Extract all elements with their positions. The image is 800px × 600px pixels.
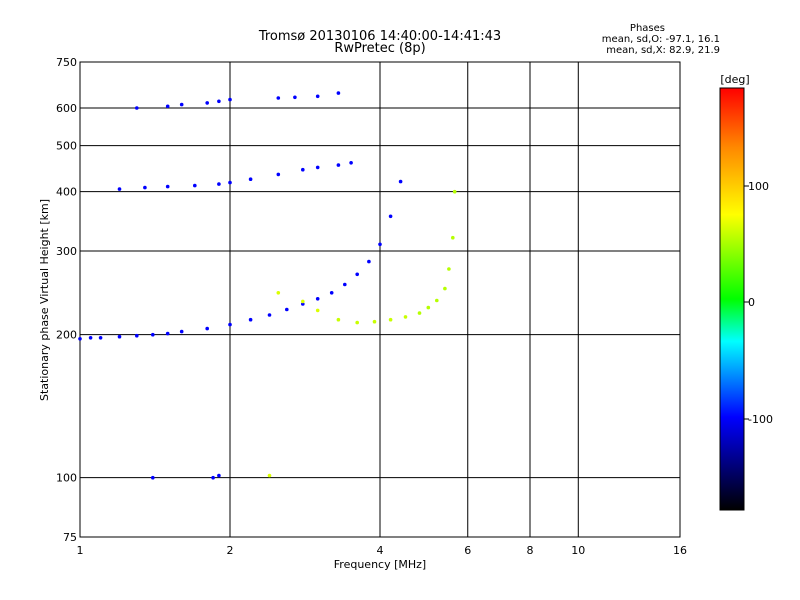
data-point [315,308,320,313]
data-point [117,187,122,191]
data-point [135,333,139,338]
data-point [143,185,147,190]
data-point [349,161,353,165]
data-point [217,473,221,478]
x-tick-label: 4 [377,544,384,557]
x-axis-label: Frequency [MHz] [334,558,426,571]
data-point [217,99,221,104]
y-tick-label: 500 [56,140,77,153]
data-point [293,95,297,100]
data-point [343,282,347,287]
data-point [179,102,184,107]
data-point [228,97,232,102]
data-point [285,307,289,312]
y-tick-label: 600 [56,102,77,115]
data-point [315,297,320,301]
data-point [443,286,447,291]
chart-title: Tromsø 20130106 14:40:00-14:41:43 [258,29,501,44]
data-point [276,96,281,100]
data-point [372,319,377,324]
data-point [267,473,272,478]
stats-title: Phases [630,23,665,34]
x-tick-label: 10 [571,544,585,557]
data-point [98,336,103,340]
data-point [301,302,305,306]
data-point [398,179,403,184]
x-tick-label: 16 [673,544,687,557]
data-point [205,101,209,105]
data-point [211,475,215,480]
data-point [78,337,82,341]
y-tick-label: 400 [56,186,77,199]
x-tick-label: 8 [527,544,534,557]
data-point [301,167,305,172]
data-point [228,322,232,327]
data-point [151,332,155,337]
data-point [179,329,184,334]
x-tick-label: 2 [227,544,234,557]
colorbar-label: [deg] [720,73,749,86]
data-point [165,104,170,109]
data-point [228,180,232,185]
data-point [336,163,341,167]
data-point [451,235,455,240]
colorbar-tick-label-neg100: -100 [748,413,773,426]
data-point [217,182,221,186]
data-point [88,336,93,340]
y-tick-label: 75 [63,531,77,544]
data-point [151,475,155,480]
colorbar-tick-label-100: 100 [748,180,769,193]
data-point [336,317,341,322]
plot-area: 1 2 4 6 8 10 16 75 100 200 300 400 500 600 750 [56,56,687,557]
y-tick-label: 200 [56,329,77,342]
data-point [452,189,457,194]
x-tick-label: 1 [77,544,84,557]
chart-subtitle: RwPretec (8p) [334,41,425,56]
y-tick-label: 100 [56,472,77,485]
data-point [447,267,451,271]
y-axis-label: Stationary phase Virtual Height [km] [38,199,51,401]
data-point [315,94,320,99]
grid-lines [80,62,680,537]
data-point [205,326,209,331]
data-point [315,165,320,170]
data-point [248,177,253,181]
data-point [301,299,305,304]
data-point [267,313,272,317]
data-point [417,311,422,315]
data-point [117,334,122,339]
data-point [276,291,281,295]
data-point [165,184,170,189]
data-point [135,106,139,110]
data-point [193,183,197,188]
tick-labels: 1 2 4 6 8 10 16 75 100 200 300 400 500 600 750 [56,56,687,557]
data-point [426,305,431,310]
data-point [276,172,281,177]
data-point [435,298,439,303]
data-point [367,259,371,264]
colorbar: [deg] 100 0 -100 [719,73,773,511]
colorbar-gradient [719,87,745,511]
colorbar-tick-label-0: 0 [748,296,755,309]
data-point [403,315,408,319]
data-point [329,291,334,295]
data-point [355,272,360,277]
stats-x-mode: mean, sd,X: 82.9, 21.9 [606,45,720,56]
data-point [165,331,170,336]
x-tick-label: 6 [464,544,471,557]
data-point [355,320,360,325]
data-point [388,214,393,219]
stats-o-mode: mean, sd,O: -97.1, 16.1 [602,34,720,45]
data-point [336,91,341,95]
data-point [378,242,382,247]
data-points [78,91,457,480]
y-tick-label: 300 [56,245,77,258]
data-point [248,317,253,322]
data-point [388,317,393,322]
y-tick-label: 750 [56,56,77,69]
